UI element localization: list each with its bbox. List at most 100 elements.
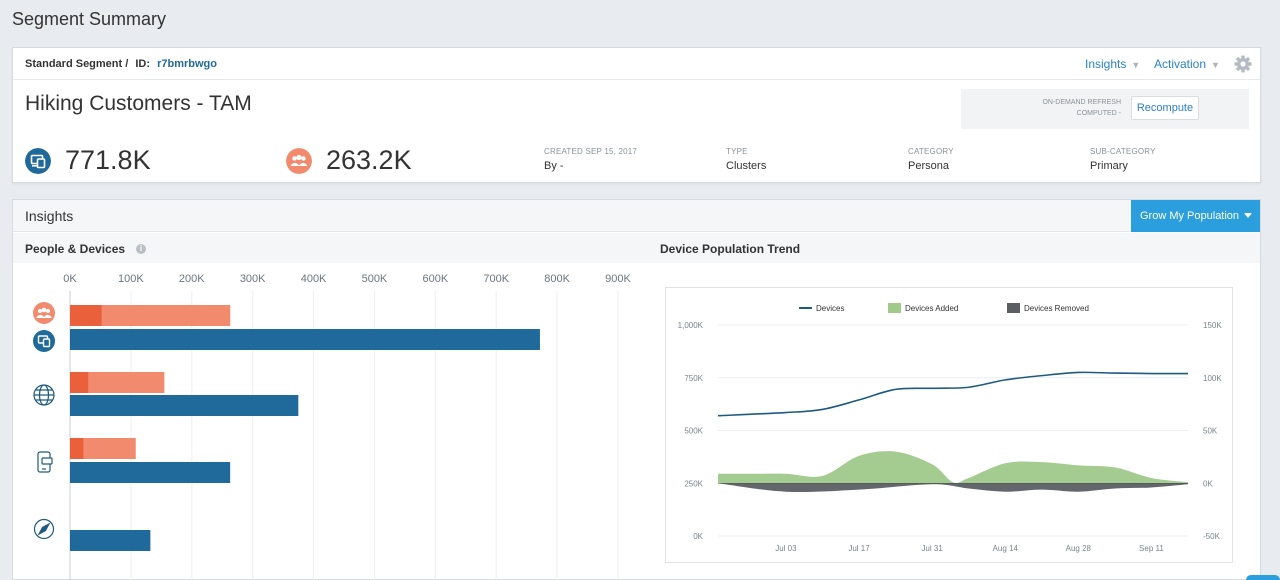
people-count: 263.2K — [326, 145, 412, 175]
x-tick-label: 800K — [544, 273, 570, 285]
x-tick-label: Jul 03 — [775, 544, 797, 553]
devices-removed-area[interactable] — [718, 483, 1188, 492]
segment-summary-card: Standard Segment / ID: r7bmrbwgo Insight… — [12, 47, 1261, 183]
meta-subcategory-value: Primary — [1090, 160, 1128, 172]
people-stat: 263.2K — [286, 145, 486, 177]
x-tick-label: Sep 11 — [1139, 544, 1164, 553]
devices-icon — [25, 148, 51, 174]
chart-legend: Devices Devices Added Devices Removed — [799, 303, 1089, 313]
x-tick-label: 0K — [63, 273, 77, 285]
x-tick-label: 100K — [118, 273, 144, 285]
y-right-tick-label: 150K — [1203, 321, 1222, 330]
devices-bar[interactable] — [70, 329, 540, 350]
people-icon — [286, 148, 312, 174]
people-bar[interactable] — [70, 305, 231, 326]
activation-menu[interactable]: Activation ▼ — [1154, 57, 1220, 71]
recompute-button[interactable]: Recompute — [1131, 96, 1199, 120]
meta-subcategory-key: SUB-CATEGORY — [1090, 147, 1156, 156]
y-right-tick-label: -50K — [1203, 532, 1221, 541]
refresh-label: ON-DEMAND REFRESH COMPUTED - — [1003, 97, 1121, 119]
caret-down-icon — [1244, 213, 1252, 218]
legend-devices-label[interactable]: Devices — [816, 304, 844, 313]
gear-icon[interactable] — [1233, 54, 1253, 74]
devices-added-area[interactable] — [718, 451, 1188, 484]
meta-category-value: Persona — [908, 160, 949, 172]
people-bar[interactable] — [70, 372, 165, 393]
globe-icon — [33, 384, 55, 406]
people-small-icon — [33, 302, 55, 324]
people-highlight-bar[interactable] — [70, 372, 89, 393]
device-trend-chart: 0K -50K 250K 0K 500K 50K 750K 100K 1,000K 150K Jul… — [678, 303, 1222, 553]
meta-type: TYPE Clusters — [726, 147, 766, 172]
insights-panel: Insights Grow My Population People & Dev… — [12, 199, 1261, 580]
meta-created: CREATED SEP 15, 2017 By - — [544, 147, 637, 172]
chevron-down-icon: ▼ — [1211, 60, 1220, 70]
x-tick-label: 900K — [605, 273, 631, 285]
devices-bar[interactable] — [70, 530, 151, 551]
y-left-tick-label: 500K — [684, 427, 703, 436]
help-launcher[interactable] — [1246, 575, 1280, 580]
device-trend-title: Device Population Trend — [660, 242, 801, 256]
breadcrumb-type: Standard Segment / — [25, 58, 129, 70]
insights-menu-label: Insights — [1085, 57, 1127, 71]
refresh-label-line1: ON-DEMAND REFRESH — [1042, 99, 1121, 106]
devices-stat: 771.8K — [25, 145, 225, 177]
y-right-tick-label: 0K — [1203, 479, 1213, 488]
devices-line[interactable] — [717, 371, 1189, 417]
page-title: Segment Summary — [12, 9, 167, 29]
insights-header: Insights Grow My Population — [13, 200, 1260, 232]
x-tick-label: Aug 14 — [993, 544, 1019, 553]
meta-category: CATEGORY Persona — [908, 147, 954, 172]
segment-name: Hiking Customers - TAM — [25, 92, 252, 115]
people-devices-chart: 0K 100K 200K 300K 400K 500K 600K 700K 800K 900K — [33, 273, 632, 580]
meta-category-key: CATEGORY — [908, 147, 954, 156]
meta-subcategory: SUB-CATEGORY Primary — [1090, 147, 1156, 172]
people-highlight-bar[interactable] — [70, 305, 102, 326]
device-trend-chart-box: 0K -50K 250K 0K 500K 50K 750K 100K 1,000K 150K Jul… — [665, 287, 1233, 563]
x-tick-label: 200K — [179, 273, 205, 285]
legend-added-label[interactable]: Devices Added — [905, 304, 958, 313]
people-devices-title: People & Devices — [25, 242, 126, 256]
x-tick-label: 500K — [362, 273, 388, 285]
grow-my-population-button[interactable]: Grow My Population — [1131, 200, 1260, 232]
x-tick-label: Aug 28 — [1066, 544, 1092, 553]
breadcrumb-id-label: ID: — [135, 58, 151, 70]
x-tick-label: 700K — [483, 273, 509, 285]
y-left-tick-label: 750K — [684, 374, 703, 383]
insights-menu[interactable]: Insights ▼ — [1085, 57, 1140, 71]
activation-menu-label: Activation — [1154, 57, 1207, 71]
legend-added-swatch — [888, 303, 901, 313]
x-tick-label: 300K — [240, 273, 266, 285]
x-tick-label: 600K — [422, 273, 448, 285]
y-left-tick-label: 1,000K — [678, 321, 704, 330]
chart-subheader: People & Devices i Device Population Tre… — [13, 233, 1260, 263]
devices-bar[interactable] — [70, 462, 231, 483]
refresh-label-line2: COMPUTED - — [1076, 110, 1121, 117]
people-highlight-bar[interactable] — [70, 438, 84, 459]
meta-type-value: Clusters — [726, 160, 767, 172]
devices-small-icon — [33, 330, 55, 352]
compass-icon — [33, 518, 55, 540]
y-left-tick-label: 250K — [684, 479, 703, 488]
x-tick-label: 400K — [301, 273, 327, 285]
summary-header: Standard Segment / ID: r7bmrbwgo Insight… — [13, 48, 1260, 80]
segment-id[interactable]: r7bmrbwgo — [157, 58, 217, 70]
meta-created-key: CREATED SEP 15, 2017 — [544, 147, 638, 156]
y-right-tick-label: 50K — [1203, 427, 1218, 436]
devices-bar[interactable] — [70, 395, 299, 416]
meta-type-key: TYPE — [726, 147, 748, 156]
legend-removed-swatch — [1007, 303, 1020, 313]
chevron-down-icon: ▼ — [1131, 60, 1141, 70]
legend-removed-label[interactable]: Devices Removed — [1024, 304, 1089, 313]
insights-title: Insights — [25, 208, 74, 224]
info-icon[interactable]: i — [136, 244, 146, 254]
y-left-tick-label: 0K — [693, 532, 703, 541]
devices-count: 771.8K — [65, 145, 151, 175]
meta-created-value: By - — [544, 160, 564, 172]
people-bar[interactable] — [70, 438, 136, 459]
grow-button-label: Grow My Population — [1140, 210, 1240, 222]
y-right-tick-label: 100K — [1203, 374, 1222, 383]
mobile-app-icon — [37, 451, 53, 473]
breadcrumb: Standard Segment / ID: r7bmrbwgo — [25, 58, 217, 70]
refresh-panel: ON-DEMAND REFRESH COMPUTED - Recompute — [961, 89, 1249, 129]
